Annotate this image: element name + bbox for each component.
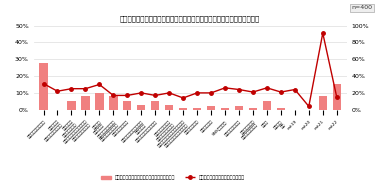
- Bar: [277, 108, 285, 110]
- Bar: [333, 85, 341, 110]
- Bar: [137, 105, 146, 110]
- Bar: [39, 63, 48, 110]
- Bar: [81, 96, 89, 110]
- Bar: [235, 106, 243, 110]
- Title: 現在の勤務実感と比べて、情報の信頼度が低かったと感じる情報収集手段: 現在の勤務実感と比べて、情報の信頼度が低かったと感じる情報収集手段: [120, 15, 260, 22]
- Text: n=400: n=400: [351, 5, 372, 10]
- Bar: [221, 108, 229, 110]
- Bar: [165, 105, 173, 110]
- Bar: [95, 93, 104, 110]
- Bar: [193, 108, 201, 110]
- Bar: [109, 96, 118, 110]
- Bar: [151, 101, 159, 110]
- Bar: [179, 108, 187, 110]
- Bar: [207, 106, 215, 110]
- Legend: 情報の信頼度が低かったと感じる手段（回答）, 情報収集手段の選択肢に対する割合: 情報の信頼度が低かったと感じる手段（回答）, 情報収集手段の選択肢に対する割合: [99, 173, 247, 181]
- Bar: [249, 108, 257, 110]
- Bar: [67, 101, 76, 110]
- Bar: [319, 96, 327, 110]
- Bar: [123, 101, 131, 110]
- Bar: [263, 101, 271, 110]
